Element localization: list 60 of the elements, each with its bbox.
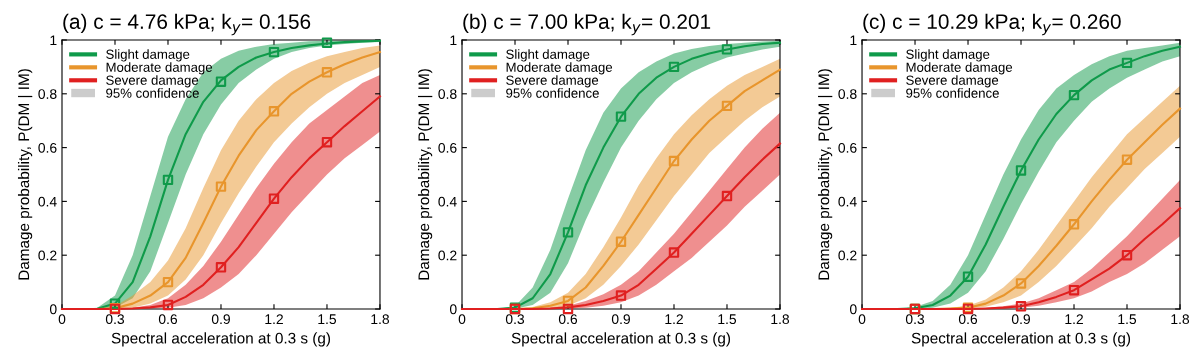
x-tick-label: 0.6 bbox=[958, 314, 978, 325]
legend-label: 95% confidence bbox=[106, 88, 199, 98]
x-tick-label: 0.9 bbox=[1011, 314, 1031, 325]
x-tick-label: 1.8 bbox=[771, 314, 790, 325]
x-tick-label: 0.3 bbox=[105, 314, 125, 325]
legend-label: 95% confidence bbox=[906, 88, 999, 98]
x-tick-label: 0 bbox=[458, 314, 466, 325]
legend-label: Slight damage bbox=[106, 49, 190, 62]
x-tick-label: 1.8 bbox=[1171, 314, 1190, 325]
y-tick-label: 0.2 bbox=[38, 250, 57, 261]
y-tick-label: 0.2 bbox=[838, 250, 857, 261]
x-tick-label: 0.9 bbox=[611, 314, 630, 325]
y-tick-label: 0.6 bbox=[438, 142, 457, 153]
y-tick-label: 0 bbox=[449, 304, 457, 315]
x-tick-label: 1.5 bbox=[1118, 314, 1137, 325]
legend-label: 95% confidence bbox=[506, 88, 599, 98]
y-tick-label: 0.8 bbox=[838, 89, 857, 99]
y-tick-label: 1 bbox=[50, 35, 57, 46]
x-tick-label: 1.5 bbox=[318, 314, 337, 325]
y-tick-label: 0.4 bbox=[38, 196, 57, 207]
y-tick-label: 0.6 bbox=[38, 142, 57, 153]
y-axis-title: Damage probability, P(DM | IM) bbox=[817, 69, 833, 280]
x-tick-label: 0 bbox=[58, 314, 66, 325]
y-tick-label: 0.8 bbox=[38, 89, 57, 99]
x-tick-label: 0.3 bbox=[905, 314, 925, 325]
y-tick-label: 0 bbox=[849, 304, 857, 315]
chart-title: (a) c = 4.76 kPa; k$_{y}$= 0.156 bbox=[63, 13, 311, 36]
legend-label: Moderate damage bbox=[906, 62, 1013, 75]
y-tick-label: 0.4 bbox=[438, 196, 457, 207]
legend-label: Slight damage bbox=[506, 49, 590, 62]
x-axis-title: Spectral acceleration at 0.3 s (g) bbox=[911, 332, 1131, 347]
y-tick-label: 0.6 bbox=[838, 142, 857, 153]
x-tick-label: 1.2 bbox=[265, 314, 283, 324]
legend-label: Moderate damage bbox=[106, 62, 213, 75]
x-tick-label: 1.2 bbox=[665, 314, 683, 324]
x-tick-label: 1.5 bbox=[718, 314, 737, 325]
y-tick-label: 1 bbox=[850, 35, 857, 46]
x-tick-label: 1.2 bbox=[1065, 314, 1083, 324]
x-tick-label: 0 bbox=[858, 314, 866, 325]
x-tick-label: 1.8 bbox=[371, 314, 390, 325]
chart-title: (c) c = 10.29 kPa; k$_{y}$= 0.260 bbox=[863, 13, 1121, 36]
legend-label: Moderate damage bbox=[506, 62, 613, 75]
y-tick-label: 0.8 bbox=[438, 89, 457, 99]
y-tick-label: 0.2 bbox=[438, 250, 457, 261]
x-tick-label: 0.3 bbox=[505, 314, 525, 325]
x-axis-title: Spectral acceleration at 0.3 s (g) bbox=[511, 332, 731, 347]
legend-label: Slight damage bbox=[906, 49, 990, 62]
y-axis-title: Damage probability, P(DM | IM) bbox=[417, 69, 433, 280]
x-tick-label: 0.6 bbox=[558, 314, 578, 325]
y-tick-label: 0.4 bbox=[838, 196, 857, 207]
legend-label: Severe damage bbox=[906, 75, 999, 88]
x-tick-label: 0.6 bbox=[158, 314, 178, 325]
legend-label: Severe damage bbox=[106, 75, 199, 88]
chart-title: (b) c = 7.00 kPa; k$_{y}$= 0.201 bbox=[463, 13, 711, 36]
y-tick-label: 1 bbox=[450, 35, 457, 46]
x-tick-label: 0.9 bbox=[211, 314, 230, 325]
x-axis-title: Spectral acceleration at 0.3 s (g) bbox=[111, 332, 331, 347]
y-tick-label: 0 bbox=[49, 304, 57, 315]
legend-label: Severe damage bbox=[506, 75, 599, 88]
y-axis-title: Damage probability, P(DM | IM) bbox=[17, 69, 33, 280]
